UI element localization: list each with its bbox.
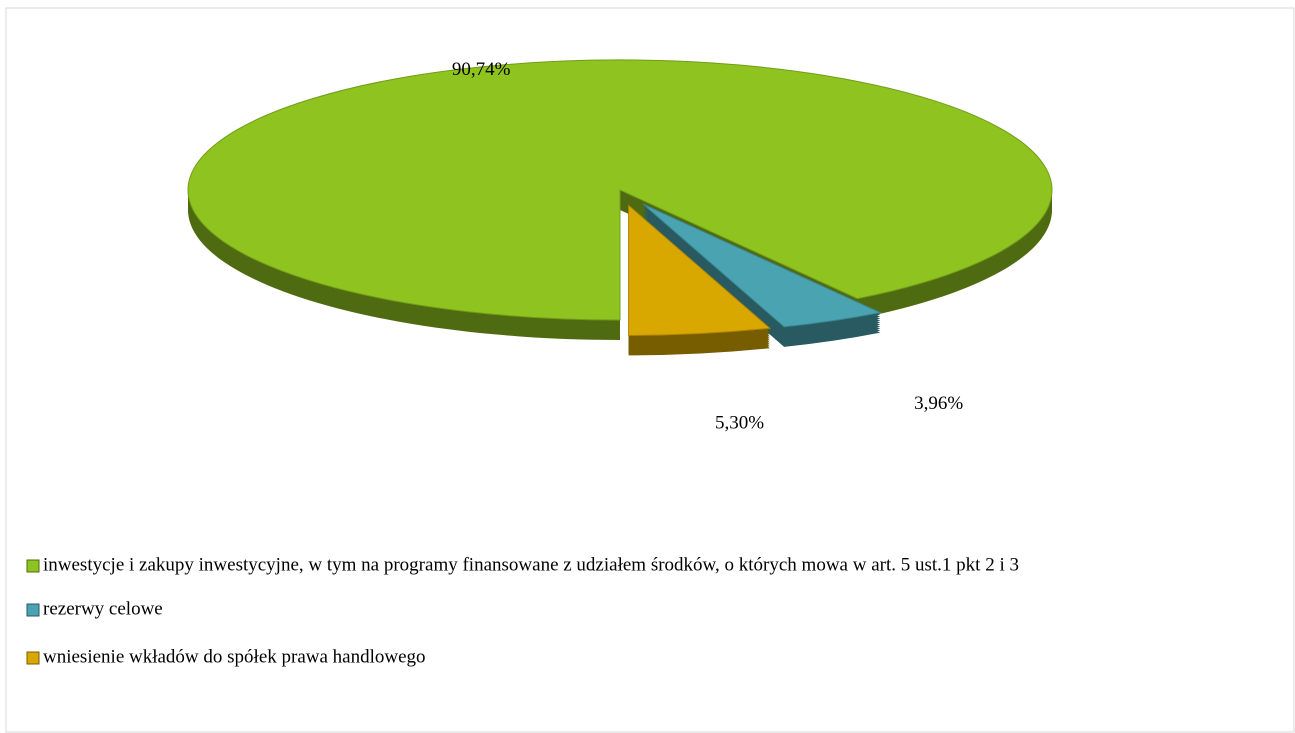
data-label: 3,96%	[914, 393, 963, 414]
data-label: 90,74%	[452, 59, 511, 80]
pie-tops	[187, 59, 1053, 336]
slice	[642, 203, 882, 328]
legend-label: rezerwy celowe	[43, 598, 163, 619]
legend-swatch	[26, 559, 40, 573]
legend-swatch	[26, 651, 40, 665]
slice	[187, 59, 1053, 321]
slice	[628, 204, 772, 336]
legend-label: wniesienie wkładów do spółek prawa handl…	[43, 646, 426, 667]
legend-swatch	[26, 603, 40, 617]
data-label: 5,30%	[715, 412, 764, 433]
legend-label: inwestycje i zakupy inwestycyjne, w tym …	[43, 554, 1019, 575]
